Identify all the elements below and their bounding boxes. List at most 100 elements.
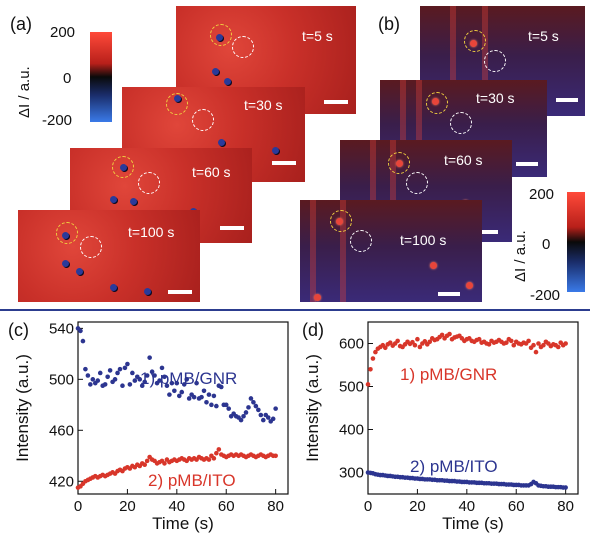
data-point bbox=[365, 382, 371, 387]
data-point bbox=[248, 396, 254, 401]
data-point bbox=[526, 338, 531, 344]
data-point bbox=[194, 380, 199, 386]
data-point bbox=[260, 417, 266, 423]
data-point bbox=[172, 388, 177, 394]
data-point bbox=[214, 403, 219, 409]
time-label: t=60 s bbox=[192, 164, 231, 180]
x-tick-label: 60 bbox=[218, 498, 235, 515]
colorbar-b-tick-min: -200 bbox=[530, 287, 561, 304]
series-label: 2) pMB/ITO bbox=[410, 457, 498, 476]
data-point bbox=[270, 416, 276, 422]
data-point bbox=[382, 345, 388, 351]
data-point bbox=[253, 403, 259, 409]
data-point bbox=[504, 340, 509, 345]
data-point bbox=[206, 392, 212, 397]
data-point bbox=[164, 383, 170, 389]
x-axis-label: Time (s) bbox=[152, 514, 214, 533]
data-point bbox=[256, 407, 261, 413]
x-axis-label: Time (s) bbox=[442, 514, 504, 533]
data-point bbox=[246, 405, 251, 410]
data-point bbox=[169, 380, 175, 386]
data-point bbox=[395, 338, 400, 344]
y-tick-label: 300 bbox=[339, 465, 364, 482]
data-point bbox=[112, 377, 118, 382]
data-point bbox=[157, 378, 162, 383]
data-point bbox=[417, 344, 423, 350]
series-label: 2) pMB/ITO bbox=[148, 471, 236, 490]
data-point bbox=[370, 356, 376, 361]
y-tick-label: 540 bbox=[49, 320, 74, 337]
data-point bbox=[117, 366, 123, 372]
data-point bbox=[201, 388, 207, 394]
data-point bbox=[132, 378, 138, 383]
data-point bbox=[447, 331, 452, 337]
data-point bbox=[204, 399, 209, 405]
data-point bbox=[122, 365, 128, 371]
data-point bbox=[508, 338, 514, 344]
data-point bbox=[223, 402, 229, 408]
data-point bbox=[218, 384, 224, 390]
data-point bbox=[191, 394, 197, 400]
data-point bbox=[88, 382, 93, 387]
y-tick-label: 400 bbox=[339, 422, 364, 439]
data-point bbox=[95, 378, 101, 383]
data-point bbox=[243, 410, 249, 415]
data-point bbox=[258, 412, 264, 418]
colorbar-b bbox=[567, 192, 585, 292]
chart-c: (c) 0 20 40 60 80 420 460 500 540 Time (s) Intensi… bbox=[8, 320, 289, 533]
y-axis-label: Intensity (a.u.) bbox=[303, 354, 322, 462]
data-point bbox=[162, 461, 167, 466]
data-point bbox=[199, 394, 204, 400]
data-point bbox=[533, 349, 539, 355]
time-label: t=5 s bbox=[528, 28, 559, 44]
data-point bbox=[80, 338, 86, 344]
series-label: 1) pMB/GNR bbox=[400, 365, 497, 384]
data-point bbox=[486, 342, 492, 347]
x-tick-label: 0 bbox=[364, 498, 372, 515]
frame-b-t100: t=100 s bbox=[300, 200, 482, 302]
colorbar-a-tick-max: 200 bbox=[50, 24, 76, 41]
data-point bbox=[273, 453, 278, 459]
scale-bar bbox=[220, 226, 244, 230]
data-point bbox=[251, 399, 256, 405]
data-point bbox=[147, 355, 152, 360]
scale-bar bbox=[476, 230, 498, 234]
scale-bar bbox=[516, 162, 538, 166]
x-tick-label: 40 bbox=[168, 498, 185, 515]
panel-label-a: (a) bbox=[10, 14, 32, 34]
colorbar-b-tick-zero: 0 bbox=[542, 236, 551, 253]
scale-bar bbox=[438, 292, 460, 296]
data-point bbox=[85, 373, 91, 378]
data-point bbox=[167, 392, 172, 397]
scale-bar bbox=[556, 98, 578, 102]
data-point bbox=[511, 342, 517, 348]
data-point bbox=[144, 373, 150, 378]
data-point bbox=[159, 365, 165, 371]
data-point bbox=[563, 485, 568, 490]
data-point bbox=[415, 336, 420, 342]
data-point bbox=[181, 382, 187, 387]
data-point bbox=[139, 383, 145, 389]
y-tick-label: 420 bbox=[49, 473, 74, 490]
data-point bbox=[211, 393, 217, 399]
data-point bbox=[373, 349, 378, 355]
data-point bbox=[211, 456, 217, 461]
colorbar-a-tick-min: -200 bbox=[42, 112, 73, 129]
panel-label-b: (b) bbox=[378, 14, 400, 34]
x-tick-label: 0 bbox=[74, 498, 82, 515]
scale-bar bbox=[272, 161, 296, 165]
data-point bbox=[107, 368, 113, 373]
data-point bbox=[120, 383, 125, 389]
x-tick-label: 20 bbox=[119, 498, 136, 515]
x-tick-label: 80 bbox=[557, 498, 574, 515]
data-point bbox=[214, 450, 219, 456]
data-point bbox=[206, 457, 212, 462]
panel-label-c: (c) bbox=[8, 320, 29, 340]
plot-frame bbox=[77, 321, 289, 495]
data-point bbox=[531, 342, 536, 348]
data-point bbox=[125, 361, 130, 367]
data-point bbox=[563, 341, 568, 346]
data-point bbox=[142, 379, 148, 385]
colorbar-b-tick-max: 200 bbox=[529, 186, 555, 203]
